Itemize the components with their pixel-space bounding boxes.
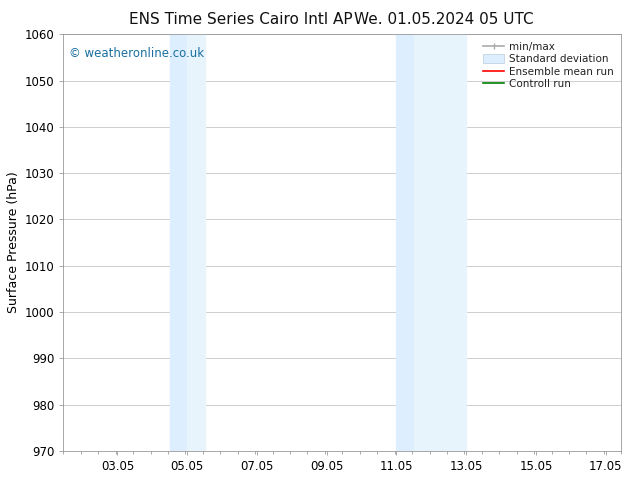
Text: © weatheronline.co.uk: © weatheronline.co.uk xyxy=(69,47,204,60)
Text: ENS Time Series Cairo Intl AP: ENS Time Series Cairo Intl AP xyxy=(129,12,353,27)
Y-axis label: Surface Pressure (hPa): Surface Pressure (hPa) xyxy=(8,172,20,314)
Legend: min/max, Standard deviation, Ensemble mean run, Controll run: min/max, Standard deviation, Ensemble me… xyxy=(481,40,616,92)
Bar xyxy=(187,34,205,451)
Bar xyxy=(414,34,466,451)
Text: We. 01.05.2024 05 UTC: We. 01.05.2024 05 UTC xyxy=(354,12,534,27)
Bar xyxy=(170,34,187,451)
Bar xyxy=(396,34,414,451)
